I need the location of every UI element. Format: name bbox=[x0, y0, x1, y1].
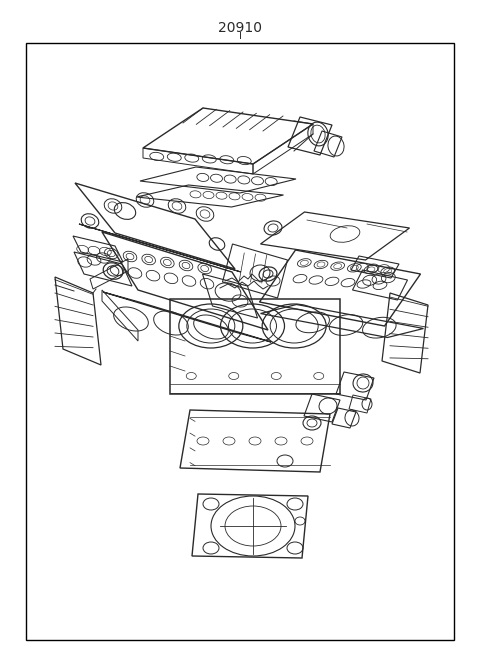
Text: 20910: 20910 bbox=[218, 21, 262, 35]
Bar bbox=[26, 43, 454, 640]
